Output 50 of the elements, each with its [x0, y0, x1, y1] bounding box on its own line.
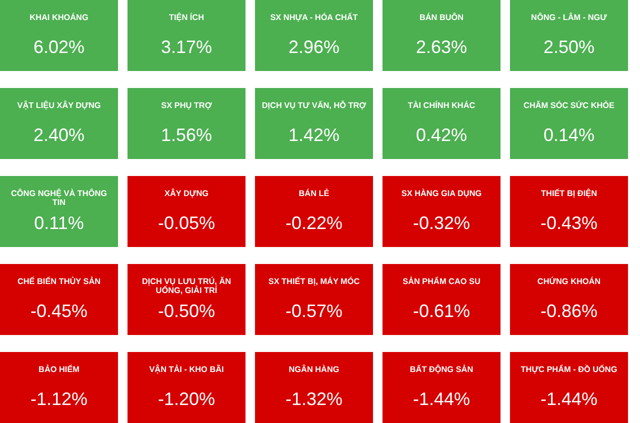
- category-label: XÂY DỰNG: [164, 188, 208, 198]
- category-label: KHAI KHOÁNG: [30, 12, 88, 22]
- category-label: CÔNG NGHỆ VÀ THÔNG TIN: [11, 188, 107, 207]
- category-label: DỊCH VỤ LƯU TRÚ, ĂN UỐNG, GIẢI TRÍ: [142, 276, 232, 295]
- category-label: NGÂN HÀNG: [288, 364, 340, 374]
- category-label: CHẾ BIẾN THỦY SẢN: [17, 276, 101, 286]
- category-label: TÀI CHÍNH KHÁC: [408, 100, 476, 110]
- category-label: DỊCH VỤ TƯ VẤN, HỖ TRỢ: [262, 100, 366, 110]
- data-label: -1.44%: [540, 389, 598, 409]
- data-label: 2.63%: [416, 37, 468, 57]
- data-label: -1.44%: [412, 389, 470, 409]
- data-label: -0.50%: [158, 301, 216, 321]
- data-label: 3.17%: [160, 37, 212, 57]
- category-label: BÁN BUÔN: [419, 12, 464, 22]
- category-label: BẢO HIỂM: [38, 364, 80, 374]
- category-label: VẬN TẢI - KHO BÃI: [149, 364, 224, 374]
- data-label: 0.11%: [34, 213, 84, 233]
- data-label: -0.43%: [540, 213, 598, 233]
- category-label: TIỆN ÍCH: [168, 12, 204, 22]
- category-label: BẤT ĐỘNG SẢN: [410, 364, 474, 374]
- data-label: 0.14%: [543, 125, 595, 145]
- category-label: SX THIẾT BỊ, MÁY MÓC: [268, 276, 360, 286]
- data-label: -0.32%: [412, 213, 470, 233]
- category-label: THỰC PHẨM - ĐỒ UỐNG: [520, 364, 618, 374]
- data-label: 1.56%: [160, 125, 212, 145]
- category-label: SX PHỤ TRỢ: [161, 101, 212, 110]
- category-label: VẬT LIỆU XÂY DỰNG: [17, 100, 101, 110]
- category-label: CHĂM SÓC SỨC KHỎE: [524, 100, 616, 110]
- category-label: THIẾT BỊ ĐIỆN: [541, 188, 598, 198]
- data-label: 0.42%: [416, 125, 468, 145]
- category-label: CHỨNG KHOÁN: [537, 276, 601, 286]
- category-label: NÔNG - LÂM - NGƯ: [531, 12, 608, 22]
- data-label: -0.57%: [285, 301, 343, 321]
- data-label: -0.61%: [412, 301, 470, 321]
- data-label: -0.86%: [540, 301, 598, 321]
- category-label: BÁN LẺ: [298, 188, 330, 198]
- data-label: 2.40%: [33, 125, 85, 145]
- data-label: 2.50%: [543, 37, 595, 57]
- category-label: SX HÀNG GIA DỤNG: [401, 188, 482, 198]
- data-label: 6.02%: [33, 37, 85, 57]
- category-label: SX NHỰA - HÓA CHẤT: [270, 12, 358, 22]
- data-label: -1.32%: [285, 389, 343, 409]
- data-label: -0.22%: [285, 213, 343, 233]
- data-label: 1.42%: [288, 125, 340, 145]
- data-label: -0.45%: [30, 301, 88, 321]
- data-label: -1.20%: [158, 389, 216, 409]
- data-label: -0.05%: [158, 213, 216, 233]
- data-label: 2.96%: [288, 37, 340, 57]
- category-label: SẢN PHẨM CAO SU: [402, 276, 480, 286]
- data-label: -1.12%: [30, 389, 88, 409]
